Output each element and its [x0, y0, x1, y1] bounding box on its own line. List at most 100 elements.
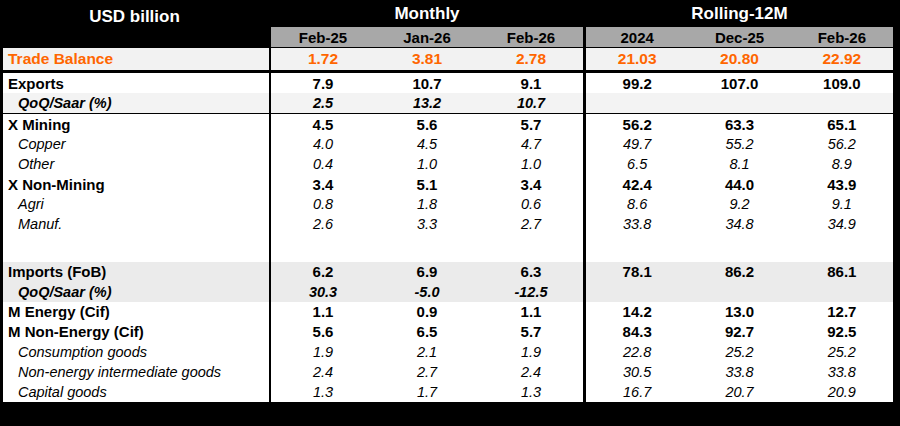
- cell-value: 5.6: [271, 322, 375, 342]
- cell-value: 30.3: [271, 282, 375, 302]
- cell-value: 63.3: [688, 114, 790, 134]
- table-row: X Non-Mining3.45.13.442.444.043.9: [3, 174, 893, 194]
- cell-value: 2.7: [479, 214, 583, 234]
- cell-value: 92.7: [688, 322, 790, 342]
- spacer-row: [3, 235, 893, 262]
- cell-value: 2.6: [271, 214, 375, 234]
- table-row: Consumption goods1.92.11.922.825.225.2: [3, 342, 893, 362]
- cell-value: 3.81: [375, 48, 479, 70]
- cell-value: 0.4: [271, 154, 375, 174]
- cell-value: 33.8: [688, 362, 790, 382]
- table-row: Non-energy intermediate goods2.42.72.430…: [3, 362, 893, 382]
- cell-value: 20.9: [791, 382, 893, 402]
- table-row: M Non-Energy (Cif)5.66.55.784.392.792.5: [3, 322, 893, 342]
- cell-value: 6.5: [375, 322, 479, 342]
- cell-value: 2.5: [271, 93, 375, 113]
- table-row: M Energy (Cif)1.10.91.114.213.012.7: [3, 302, 893, 322]
- column-group-rolling: Rolling-12M: [586, 0, 893, 27]
- cell-value: 3.4: [271, 174, 375, 194]
- cell-value: 6.3: [479, 262, 583, 282]
- column-header: Feb-26: [791, 27, 893, 47]
- table-body: Trade Balance1.723.812.7821.0320.8022.92…: [3, 48, 893, 402]
- cell-value: 8.9: [791, 154, 893, 174]
- row-label: Manuf.: [3, 214, 269, 234]
- row-label: QoQ/Saar (%): [3, 282, 269, 302]
- column-header: Jan-26: [375, 27, 479, 47]
- cell-value: 6.2: [271, 262, 375, 282]
- cell-value: 49.7: [586, 134, 688, 154]
- cell-value: 1.9: [479, 342, 583, 362]
- cell-value: 99.2: [586, 73, 688, 93]
- cell-value: 109.0: [791, 73, 893, 93]
- cell-value: 21.03: [586, 48, 688, 70]
- cell-value: 25.2: [791, 342, 893, 362]
- column-header-row-rolling: 2024Dec-25Feb-26: [586, 27, 893, 48]
- row-label: M Non-Energy (Cif): [3, 322, 269, 342]
- table-row: Imports (FoB)6.26.96.378.186.286.1: [3, 262, 893, 282]
- cell-value: 5.6: [375, 114, 479, 134]
- row-label: X Non-Mining: [3, 174, 269, 194]
- cell-value: 56.2: [586, 114, 688, 134]
- cell-value: 1.7: [375, 382, 479, 402]
- cell-value: 2.4: [479, 362, 583, 382]
- cell-value: 20.7: [688, 382, 790, 402]
- cell-value: 4.5: [375, 134, 479, 154]
- cell-value: 92.5: [791, 322, 893, 342]
- cell-value: 2.7: [375, 362, 479, 382]
- table-row: X Mining4.55.65.756.263.365.1: [3, 114, 893, 134]
- cell-value: [271, 235, 375, 262]
- cell-value: 56.2: [791, 134, 893, 154]
- cell-value: 5.1: [375, 174, 479, 194]
- cell-value: [688, 282, 790, 302]
- cell-value: 78.1: [586, 262, 688, 282]
- cell-value: 22.8: [586, 342, 688, 362]
- row-label: Imports (FoB): [3, 262, 269, 282]
- trade-balance-table: USD billion Monthly Rolling-12M Feb-25Ja…: [0, 0, 900, 426]
- cell-value: 8.6: [586, 194, 688, 214]
- column-header-row-monthly: Feb-25Jan-26Feb-26: [271, 27, 583, 48]
- row-label: Capital goods: [3, 382, 269, 402]
- cell-value: 44.0: [688, 174, 790, 194]
- cell-value: [586, 93, 688, 113]
- table-title: USD billion: [0, 0, 269, 48]
- cell-value: 84.3: [586, 322, 688, 342]
- table-row: Trade Balance1.723.812.7821.0320.8022.92: [3, 48, 893, 70]
- table-row: Capital goods1.31.71.316.720.720.9: [3, 382, 893, 402]
- cell-value: 12.7: [791, 302, 893, 322]
- cell-value: 1.0: [375, 154, 479, 174]
- cell-value: 3.3: [375, 214, 479, 234]
- cell-value: 2.1: [375, 342, 479, 362]
- cell-value: 1.1: [271, 302, 375, 322]
- cell-value: 22.92: [791, 48, 893, 70]
- cell-value: 8.1: [688, 154, 790, 174]
- cell-value: 20.80: [688, 48, 790, 70]
- cell-value: 10.7: [479, 93, 583, 113]
- cell-value: 1.3: [271, 382, 375, 402]
- cell-value: 1.9: [271, 342, 375, 362]
- cell-value: 55.2: [688, 134, 790, 154]
- cell-value: 14.2: [586, 302, 688, 322]
- row-label: M Energy (Cif): [3, 302, 269, 322]
- table-row: QoQ/Saar (%)2.513.210.7: [3, 93, 893, 113]
- cell-value: 2.78: [479, 48, 583, 70]
- cell-value: 1.8: [375, 194, 479, 214]
- column-header: 2024: [586, 27, 688, 47]
- cell-value: 4.5: [271, 114, 375, 134]
- cell-value: [688, 93, 790, 113]
- cell-value: 5.7: [479, 114, 583, 134]
- cell-value: 13.0: [688, 302, 790, 322]
- row-label: Consumption goods: [3, 342, 269, 362]
- cell-value: 0.9: [375, 302, 479, 322]
- cell-value: [586, 235, 688, 262]
- cell-value: 5.7: [479, 322, 583, 342]
- row-label: Exports: [3, 73, 269, 93]
- table-row: Agri0.81.80.68.69.29.1: [3, 194, 893, 214]
- row-label: Copper: [3, 134, 269, 154]
- cell-value: 33.8: [586, 214, 688, 234]
- cell-value: 33.8: [791, 362, 893, 382]
- cell-value: [688, 235, 790, 262]
- cell-value: 13.2: [375, 93, 479, 113]
- cell-value: [479, 235, 583, 262]
- cell-value: 43.9: [791, 174, 893, 194]
- cell-value: 86.2: [688, 262, 790, 282]
